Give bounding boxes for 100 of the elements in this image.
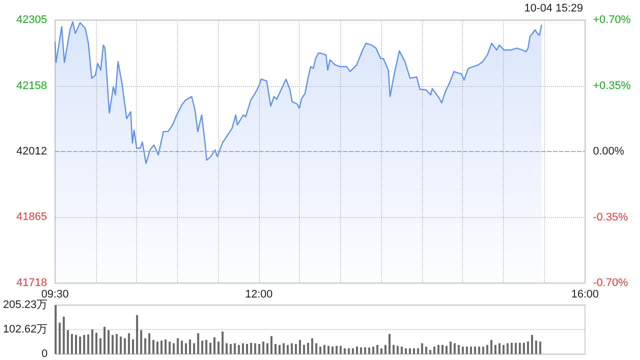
bar xyxy=(518,342,521,354)
bar xyxy=(234,343,236,354)
bar xyxy=(376,344,378,354)
bar xyxy=(421,343,424,354)
bar xyxy=(124,338,126,354)
bar xyxy=(58,322,61,354)
bar xyxy=(392,344,395,354)
bar xyxy=(327,346,330,354)
bar xyxy=(91,329,94,354)
y2-tick-label: -0.35% xyxy=(593,211,628,224)
bar xyxy=(120,336,122,354)
bar xyxy=(466,346,468,354)
bar xyxy=(470,346,472,354)
bar xyxy=(136,315,138,354)
bar xyxy=(315,343,318,354)
bar xyxy=(441,344,444,354)
bar xyxy=(384,344,386,354)
bar xyxy=(498,343,500,354)
bar xyxy=(164,339,167,354)
bar xyxy=(526,342,529,354)
bar xyxy=(201,340,204,354)
bar xyxy=(290,343,293,354)
bar xyxy=(180,340,183,354)
bar xyxy=(458,344,460,354)
bar xyxy=(176,338,179,354)
bar xyxy=(336,346,338,354)
bar xyxy=(156,342,158,354)
bar xyxy=(535,340,538,354)
y-tick-label: 205.23万 xyxy=(2,299,48,311)
bar xyxy=(494,344,496,354)
bar xyxy=(360,347,362,354)
y2-tick-label: +0.70% xyxy=(593,14,631,26)
bar xyxy=(490,340,492,354)
bar xyxy=(433,346,436,354)
bar xyxy=(539,342,542,354)
bar xyxy=(531,334,534,354)
y-tick-label: 102.62万 xyxy=(2,324,48,336)
bar xyxy=(514,342,517,354)
bar xyxy=(356,346,358,354)
bar xyxy=(262,342,264,354)
bar xyxy=(62,316,65,354)
bar xyxy=(132,339,134,354)
bar xyxy=(218,342,220,354)
bar xyxy=(474,346,476,354)
bar xyxy=(286,344,289,354)
bar xyxy=(429,350,432,354)
bar xyxy=(372,346,374,354)
bar xyxy=(278,344,281,354)
bar xyxy=(506,343,509,354)
bar xyxy=(478,346,480,354)
text: 10-04 15:29 xyxy=(524,2,583,14)
bar xyxy=(66,330,69,354)
bar xyxy=(425,346,428,354)
bar xyxy=(87,334,90,354)
y2-tick-label: 0.00% xyxy=(593,146,624,158)
y2-tick-label: -0.70% xyxy=(593,277,628,289)
x-tick-label: 09:30 xyxy=(41,288,69,300)
bar xyxy=(437,344,440,354)
bar xyxy=(246,344,248,354)
bar xyxy=(160,340,163,354)
y-tick-label: 42012 xyxy=(16,145,47,158)
bar xyxy=(99,338,102,354)
bar xyxy=(502,344,505,354)
bar xyxy=(197,333,200,354)
bar xyxy=(298,340,301,354)
bar xyxy=(144,338,146,354)
bar xyxy=(486,344,488,354)
bar xyxy=(75,334,78,354)
bar xyxy=(294,344,297,354)
bar xyxy=(242,343,244,354)
bar xyxy=(462,346,464,354)
bar xyxy=(364,347,366,354)
bar xyxy=(222,332,224,354)
y-tick-label: 41718 xyxy=(16,277,47,289)
bar xyxy=(344,348,346,354)
bar xyxy=(230,344,232,354)
bar xyxy=(270,336,272,354)
bar xyxy=(340,346,342,354)
bar xyxy=(112,334,114,354)
bar xyxy=(70,334,73,354)
bar xyxy=(152,340,154,354)
bar xyxy=(319,346,322,354)
bar xyxy=(254,343,256,354)
bar xyxy=(128,333,130,354)
bar xyxy=(450,342,452,354)
bar xyxy=(172,343,175,354)
y-tick-label: 41865 xyxy=(16,211,47,224)
bar xyxy=(404,348,407,354)
bar xyxy=(116,334,118,354)
bar xyxy=(400,346,403,354)
bar xyxy=(380,348,382,354)
bar xyxy=(412,348,415,354)
bar xyxy=(54,305,57,354)
y-tick-label: 42305 xyxy=(16,14,47,26)
bar xyxy=(209,342,212,354)
bar xyxy=(454,343,456,354)
bar xyxy=(408,348,411,354)
bar xyxy=(140,330,142,354)
bar xyxy=(95,332,98,354)
bar xyxy=(368,348,370,354)
